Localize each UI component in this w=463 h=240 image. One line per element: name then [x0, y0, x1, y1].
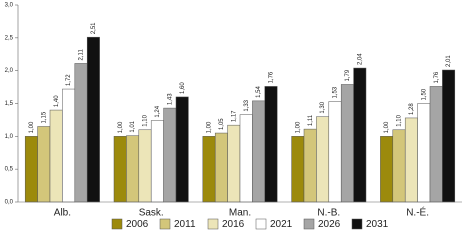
y-tick-label: 2,0: [5, 68, 14, 74]
bar: [404, 117, 418, 203]
bar: [24, 136, 38, 203]
value-label: 1,60: [180, 82, 186, 94]
bar: [227, 124, 241, 203]
value-label: 1,15: [41, 111, 47, 123]
value-label: 1,28: [409, 103, 415, 115]
bar: [138, 129, 152, 203]
bar: [252, 100, 266, 203]
legend-swatch: [159, 218, 171, 230]
value-label: 2,51: [91, 22, 97, 34]
legend-label: 2011: [174, 219, 196, 230]
bar: [442, 69, 456, 203]
legend-swatch: [111, 218, 123, 230]
y-tick-label: 3,0: [5, 3, 14, 9]
x-tick-label: N.-É.: [406, 206, 429, 219]
x-tick-label: Sask.: [139, 208, 164, 219]
bar: [163, 107, 177, 203]
bar: [37, 126, 51, 203]
value-label: 1,33: [244, 99, 250, 111]
bar: [316, 116, 330, 203]
x-tick-label: Man.: [229, 208, 251, 219]
x-tick-label: Alb.: [54, 208, 71, 219]
value-label: 1,40: [54, 95, 60, 107]
bar: [49, 109, 63, 203]
bar: [113, 136, 127, 203]
value-label: 1,53: [333, 86, 339, 98]
y-tick-label: 1,5: [5, 101, 14, 107]
value-label: 1,50: [421, 88, 427, 100]
bar: [392, 129, 406, 203]
value-label: 1,30: [320, 101, 326, 113]
bar: [353, 67, 367, 203]
bar: [340, 84, 354, 203]
bar: [175, 96, 189, 203]
legend-swatch: [207, 218, 219, 230]
value-label: 1,54: [256, 86, 262, 98]
bar: [264, 86, 278, 203]
bar: [126, 135, 140, 203]
legend-label: 2031: [366, 219, 389, 230]
value-label: 1,00: [207, 121, 213, 133]
legend-label: 2026: [318, 219, 341, 230]
bar: [417, 103, 431, 203]
value-label: 1,43: [167, 93, 173, 105]
value-label: 1,00: [295, 121, 301, 133]
value-label: 2,01: [446, 55, 452, 67]
legend-swatch: [303, 218, 315, 230]
value-label: 2,11: [79, 49, 85, 61]
bar: [150, 120, 164, 203]
value-label: 1,00: [118, 121, 124, 133]
bar: [214, 132, 228, 203]
chart: 0,0 0,5 1,0 1,5 2,0 2,5 3,0 Alb. 1,00 1,15 1,40 1,7…: [5, 3, 462, 230]
bar: [303, 128, 317, 203]
value-label: 1,01: [130, 120, 136, 132]
bar: [74, 63, 88, 203]
value-label: 1,10: [143, 114, 149, 126]
bar: [86, 36, 100, 203]
value-label: 2,04: [357, 53, 363, 65]
bar: [202, 136, 216, 203]
value-label: 1,10: [397, 114, 403, 126]
legend-label: 2016: [222, 219, 245, 230]
value-label: 1,17: [231, 110, 237, 122]
legend-label: 2021: [270, 219, 293, 230]
value-label: 1,00: [29, 121, 35, 133]
y-tick-label: 2,5: [5, 35, 14, 41]
value-label: 1,72: [66, 74, 72, 86]
x-tick-label: N.-B.: [317, 208, 340, 219]
bar: [239, 114, 253, 203]
bar: [429, 86, 443, 203]
legend-swatch: [351, 218, 363, 230]
value-label: 1,00: [384, 121, 390, 133]
bar: [328, 101, 342, 203]
value-label: 1,76: [269, 71, 275, 83]
bar: [62, 88, 76, 203]
value-label: 1,11: [308, 114, 314, 126]
bar: [380, 136, 394, 203]
y-tick-label: 1,0: [5, 134, 14, 140]
legend-label: 2006: [126, 219, 149, 230]
value-label: 1,79: [345, 69, 351, 81]
y-tick-label: 0,5: [5, 167, 14, 173]
bar: [291, 136, 305, 203]
value-label: 1,05: [219, 118, 225, 130]
value-label: 1,76: [434, 71, 440, 83]
y-tick-label: 0,0: [5, 200, 14, 206]
legend-swatch: [255, 218, 267, 230]
value-label: 1,24: [155, 105, 161, 117]
